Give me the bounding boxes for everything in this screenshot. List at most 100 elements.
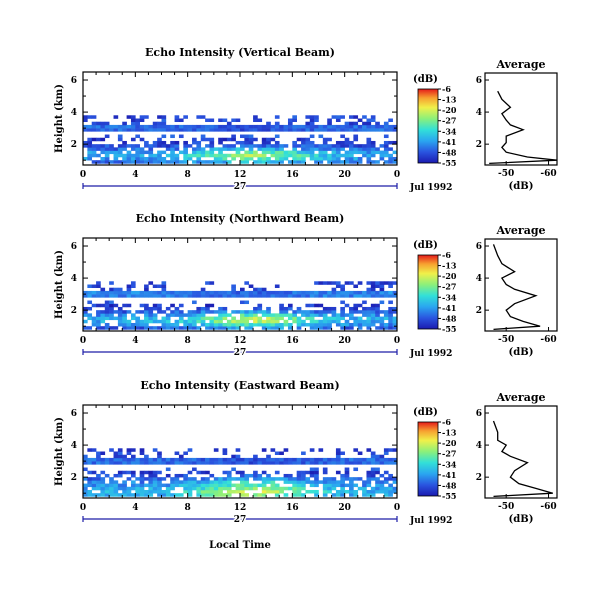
heatmap-cell <box>270 480 276 484</box>
heatmap-cell <box>357 461 363 465</box>
x-tick-label: 0 <box>80 170 86 180</box>
heatmap-cell <box>96 303 101 308</box>
heatmap-cell <box>383 281 389 285</box>
heatmap-cell <box>322 306 328 311</box>
heatmap-cell <box>222 457 228 462</box>
heatmap-cell <box>349 486 354 491</box>
heatmap-cell <box>231 457 236 462</box>
heatmap-cell <box>375 160 380 164</box>
heatmap-cell <box>370 451 376 456</box>
heatmap-cell <box>366 160 372 164</box>
heatmap-cell <box>226 124 232 129</box>
heatmap-cell <box>152 448 158 452</box>
heatmap-cell <box>274 147 280 151</box>
y-tick-label: 2 <box>71 306 77 316</box>
heatmap-cell <box>152 160 158 164</box>
heatmap-cell <box>144 287 149 292</box>
heatmap-cell <box>126 486 132 491</box>
heatmap-cell <box>165 144 171 148</box>
heatmap-cell <box>340 316 345 321</box>
heatmap-cell <box>126 461 132 465</box>
heatmap-cell <box>357 160 363 164</box>
heatmap-cell <box>392 322 398 327</box>
heatmap-cell <box>305 461 311 465</box>
heatmap-cell <box>200 160 206 164</box>
heatmap-cell <box>366 306 372 311</box>
heatmap-cell <box>366 480 372 484</box>
heatmap-cell <box>109 326 114 330</box>
heatmap-cell <box>257 160 263 164</box>
heatmap-cell <box>388 140 393 145</box>
heatmap-cell <box>170 290 175 295</box>
heatmap-cell <box>152 461 158 465</box>
heatmap-cell <box>283 480 289 484</box>
heatmap-cell <box>192 290 197 295</box>
heatmap-cell <box>375 477 380 481</box>
heatmap-cell <box>283 457 289 462</box>
heatmap-cell <box>122 121 127 126</box>
heatmap-cell <box>96 153 101 158</box>
heatmap-cell <box>301 144 306 148</box>
heatmap-cell <box>318 310 324 314</box>
heatmap-cell <box>388 281 393 285</box>
heatmap-cell <box>335 461 341 465</box>
heatmap-cell <box>331 316 337 321</box>
heatmap-cell <box>139 303 145 308</box>
heatmap-cell <box>213 322 219 327</box>
heatmap-cell <box>327 477 332 481</box>
heatmap-cell <box>104 134 110 139</box>
heatmap-cell <box>327 118 332 123</box>
heatmap-cell <box>148 128 154 132</box>
heatmap-cell <box>305 124 311 129</box>
heatmap-cell <box>257 310 263 314</box>
heatmap-cell <box>144 316 149 321</box>
heatmap-cell <box>235 486 241 491</box>
heatmap-cell <box>87 147 93 151</box>
heatmap-cell <box>165 489 171 494</box>
heatmap-cell <box>318 326 324 330</box>
heatmap-cell <box>274 134 280 139</box>
heatmap-cell <box>318 281 324 285</box>
colorbar <box>417 254 439 330</box>
heatmap-cell <box>309 322 315 327</box>
heatmap-cell <box>240 483 245 488</box>
heatmap-cell <box>370 294 376 298</box>
heatmap-cell <box>362 483 367 488</box>
heatmap-cell <box>139 477 145 481</box>
heatmap-cell <box>335 451 341 456</box>
heatmap-cell <box>287 303 293 308</box>
heatmap-cell <box>253 150 258 155</box>
heatmap-cell <box>388 306 393 311</box>
heatmap-cell <box>279 160 284 164</box>
heatmap-cell <box>192 322 197 327</box>
heatmap-cell <box>126 448 132 452</box>
heatmap-cell <box>327 489 332 494</box>
heatmap-cell <box>301 140 306 145</box>
heatmap-cell <box>152 473 158 478</box>
heatmap-cell <box>257 290 263 295</box>
heatmap-cell <box>309 319 315 324</box>
heatmap-cell <box>349 477 354 481</box>
heatmap-cell <box>240 153 245 158</box>
heatmap-cell <box>130 156 136 161</box>
heatmap-cell <box>109 160 114 164</box>
heatmap-cell <box>226 147 232 151</box>
heatmap-cell <box>257 144 263 148</box>
heatmap-cell <box>235 461 241 465</box>
heatmap-cell <box>209 483 215 488</box>
heatmap-cell <box>91 290 97 295</box>
heatmap-cell <box>340 287 345 292</box>
heatmap-cell <box>174 313 180 317</box>
heatmap-cell <box>270 477 276 481</box>
heatmap-cell <box>240 457 245 462</box>
heatmap-cell <box>322 326 328 330</box>
heatmap-cell <box>87 150 93 155</box>
heatmap-cell <box>340 322 345 327</box>
heatmap-cell <box>200 470 206 475</box>
heatmap-cell <box>205 306 210 311</box>
heatmap-cell <box>274 470 280 475</box>
heatmap-cell <box>244 300 250 305</box>
heatmap-cell <box>353 461 359 465</box>
heatmap-cell <box>231 153 236 158</box>
heatmap-cell <box>279 144 284 148</box>
